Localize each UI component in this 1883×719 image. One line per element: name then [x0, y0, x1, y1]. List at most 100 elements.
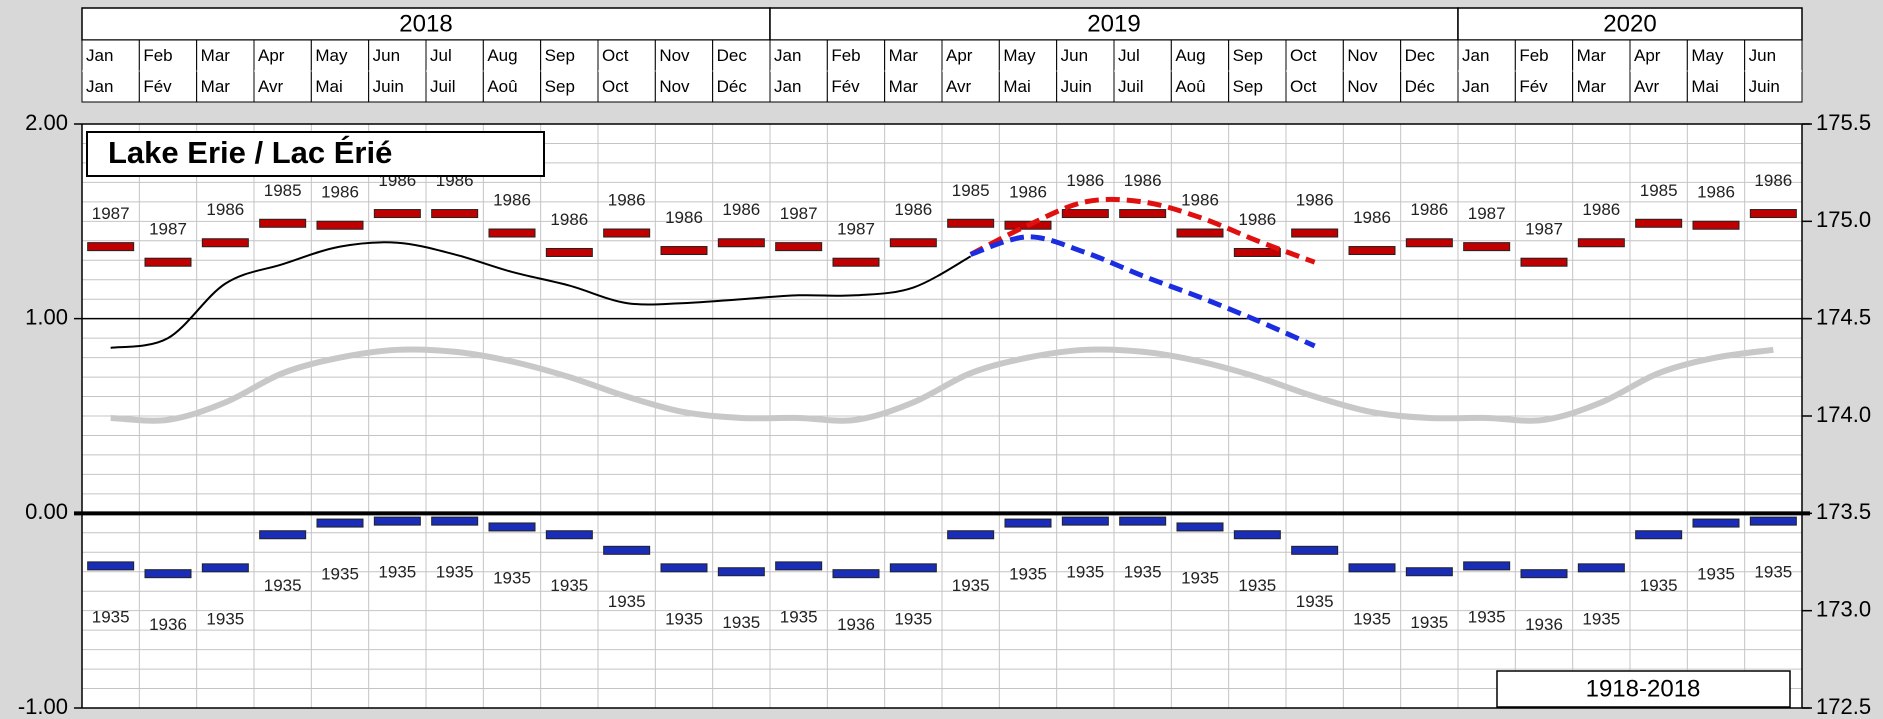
month-label: Apr [946, 46, 973, 65]
record-year-label: 1935 [894, 609, 932, 628]
month-label: Jan [1462, 46, 1489, 65]
record-year-label: 1935 [1009, 565, 1047, 584]
month-label: Apr [1634, 46, 1661, 65]
record-year-label: 1935 [1353, 609, 1391, 628]
record-year-label: 1986 [894, 200, 932, 219]
range-mark [1520, 257, 1568, 267]
y-tick-label: 1.00 [25, 304, 68, 329]
record-year-label: 1935 [1468, 607, 1506, 626]
series-line [110, 241, 972, 349]
y-tick-label: 2.00 [25, 110, 68, 135]
range-mark [1061, 209, 1109, 219]
month-label: Jun [373, 46, 400, 65]
record-year-label: 1986 [1296, 190, 1334, 209]
record-year-label: 1987 [1525, 220, 1563, 239]
range-mark [488, 522, 536, 532]
year-cell [81, 7, 771, 41]
month-label-fr: Avr [946, 77, 972, 96]
range-mark [316, 220, 364, 230]
record-year-label: 1935 [1124, 563, 1162, 582]
year-label: 2020 [1603, 10, 1656, 37]
month-label-fr: Jan [86, 77, 113, 96]
month-label-fr: Sep [545, 77, 575, 96]
range-mark [889, 563, 937, 573]
record-year-label: 1986 [206, 200, 244, 219]
title-box [86, 131, 545, 177]
month-label-fr: Mar [201, 77, 231, 96]
month-label-fr: Juin [1061, 77, 1092, 96]
month-label: Mar [889, 46, 919, 65]
month-label: Oct [602, 46, 629, 65]
range-mark [1405, 238, 1453, 248]
month-label: Jan [774, 46, 801, 65]
record-year-label: 1987 [837, 220, 875, 239]
record-year-label: 1935 [493, 568, 531, 587]
record-year-label: 1935 [1582, 609, 1620, 628]
month-label-fr: Mar [889, 77, 919, 96]
range-mark [144, 569, 192, 579]
record-year-label: 1935 [722, 613, 760, 632]
period-label: 1918-2018 [1586, 675, 1701, 702]
chart-title: Lake Erie / Lac Érié [108, 135, 392, 170]
record-year-label: 1986 [608, 190, 646, 209]
record-year-label: 1935 [550, 576, 588, 595]
month-label: May [1691, 46, 1724, 65]
range-mark [832, 569, 880, 579]
range-mark [775, 561, 823, 571]
record-year-label: 1985 [952, 181, 990, 200]
record-year-label: 1987 [92, 204, 130, 223]
record-year-label: 1936 [837, 615, 875, 634]
range-mark [1463, 561, 1511, 571]
record-year-label: 1935 [665, 609, 703, 628]
record-year-label: 1987 [1468, 204, 1506, 223]
series-line [110, 346, 1774, 424]
month-label: Nov [659, 46, 690, 65]
record-year-label: 1986 [1009, 183, 1047, 202]
range-mark [87, 242, 135, 252]
range-mark [947, 218, 995, 228]
range-mark [1635, 218, 1683, 228]
month-label: Feb [1519, 46, 1548, 65]
range-mark [316, 518, 364, 528]
month-label-fr: Nov [659, 77, 690, 96]
record-year-label: 1986 [1754, 171, 1792, 190]
marks [87, 196, 1797, 579]
month-label: Nov [1347, 46, 1378, 65]
record-year-label: 1986 [1353, 208, 1391, 227]
month-label-fr: Juin [1749, 77, 1780, 96]
range-mark [1004, 518, 1052, 528]
range-mark [775, 242, 823, 252]
record-year-label: 1935 [952, 576, 990, 595]
y-tick-label: -1.00 [18, 694, 68, 719]
month-label-fr: Fév [143, 77, 172, 96]
month-label: Feb [143, 46, 172, 65]
record-year-label: 1935 [1066, 563, 1104, 582]
month-label: Jul [430, 46, 452, 65]
record-year-label: 1935 [378, 563, 416, 582]
record-year-label: 1935 [436, 563, 474, 582]
month-label-fr: Oct [602, 77, 629, 96]
month-label-fr: Avr [258, 77, 284, 96]
range-mark [431, 516, 479, 526]
record-year-label: 1935 [1640, 576, 1678, 595]
range-mark [488, 228, 536, 238]
month-label: Aug [487, 46, 517, 65]
range-mark [1119, 209, 1167, 219]
range-mark [1749, 209, 1797, 219]
range-mark [259, 218, 307, 228]
month-label-fr: Avr [1634, 77, 1660, 96]
range-mark [201, 238, 249, 248]
range-mark [1176, 228, 1224, 238]
month-label-fr: Jan [1462, 77, 1489, 96]
range-mark [1291, 228, 1339, 238]
range-mark [1176, 522, 1224, 532]
period-box [1496, 670, 1791, 708]
record-year-label: 1986 [1181, 190, 1219, 209]
range-mark [201, 563, 249, 573]
range-mark [259, 530, 307, 540]
record-year-label: 1985 [264, 181, 302, 200]
year-label: 2018 [399, 10, 452, 37]
month-label-fr: Fév [831, 77, 860, 96]
month-label: May [315, 46, 348, 65]
month-label: Dec [717, 46, 748, 65]
